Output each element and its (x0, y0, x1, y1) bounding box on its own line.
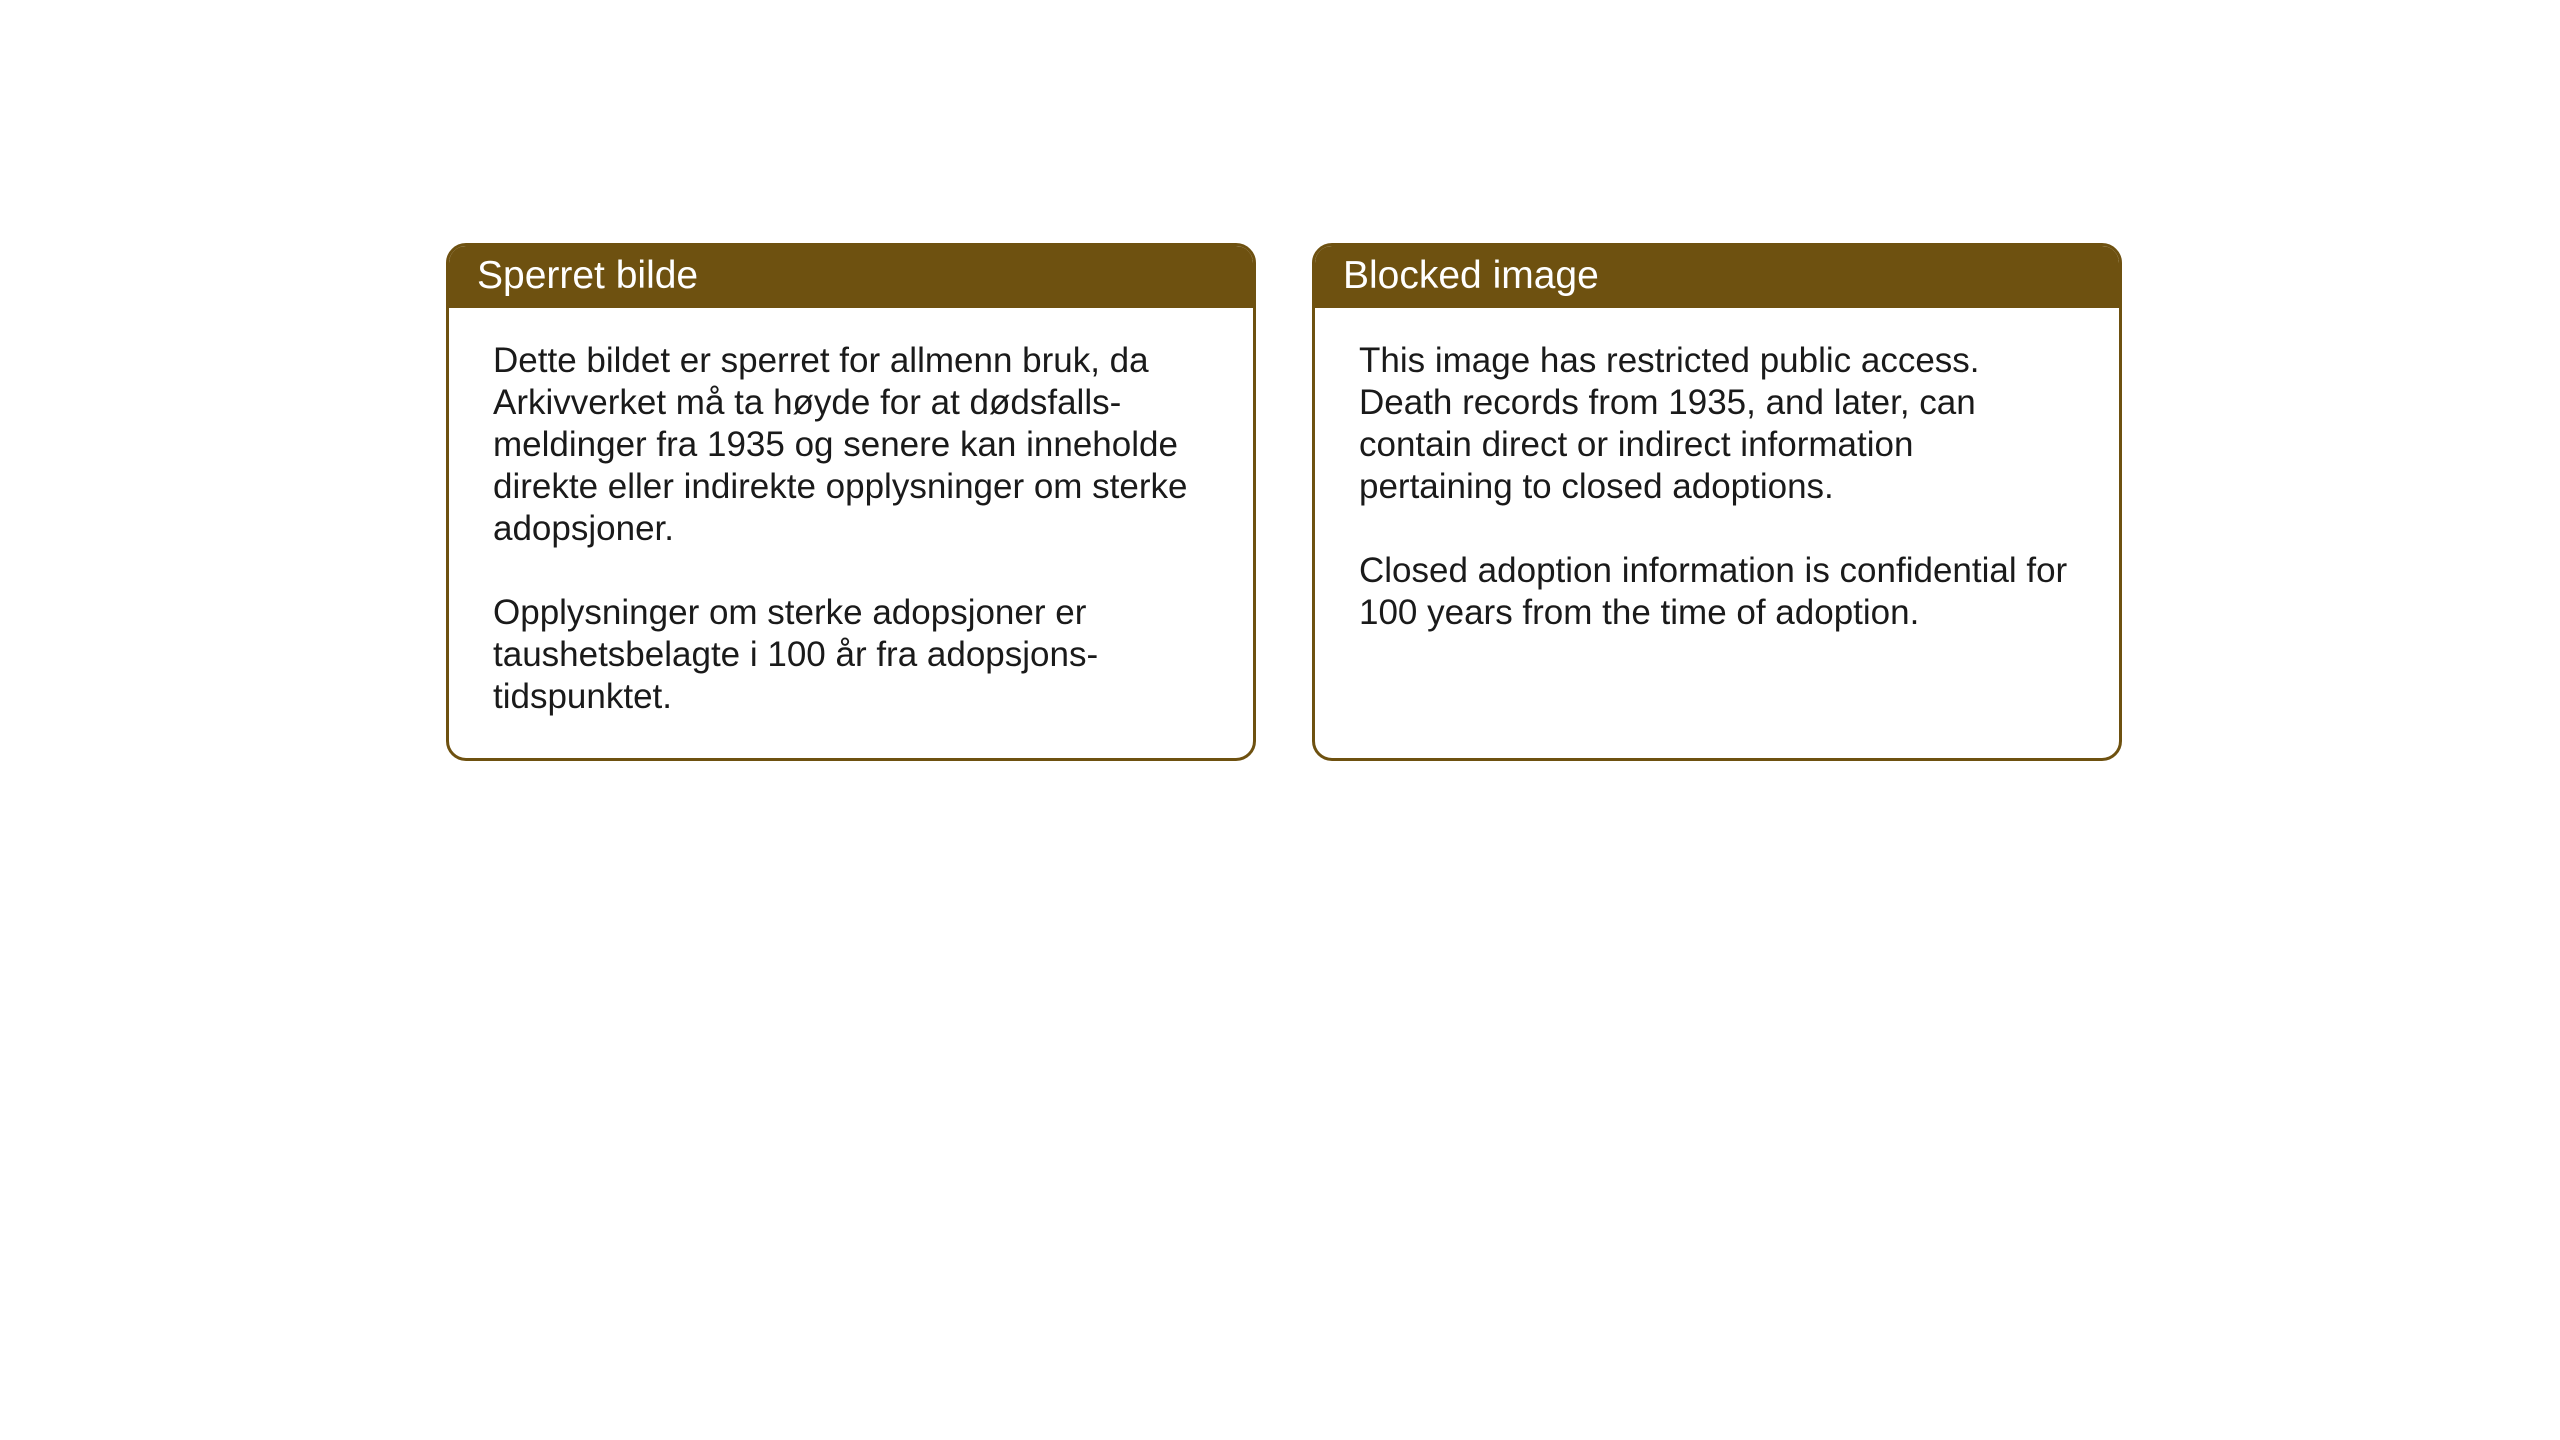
english-paragraph-1: This image has restricted public access.… (1359, 340, 2075, 508)
norwegian-notice-panel: Sperret bilde Dette bildet er sperret fo… (446, 243, 1256, 761)
norwegian-panel-title: Sperret bilde (449, 246, 1253, 308)
norwegian-paragraph-2: Opplysninger om sterke adopsjoner er tau… (493, 592, 1209, 718)
english-paragraph-2: Closed adoption information is confident… (1359, 550, 2075, 634)
norwegian-paragraph-1: Dette bildet er sperret for allmenn bruk… (493, 340, 1209, 550)
english-notice-panel: Blocked image This image has restricted … (1312, 243, 2122, 761)
english-panel-body: This image has restricted public access.… (1315, 308, 2119, 696)
norwegian-panel-body: Dette bildet er sperret for allmenn bruk… (449, 308, 1253, 758)
notice-container: Sperret bilde Dette bildet er sperret fo… (446, 243, 2122, 761)
english-panel-title: Blocked image (1315, 246, 2119, 308)
